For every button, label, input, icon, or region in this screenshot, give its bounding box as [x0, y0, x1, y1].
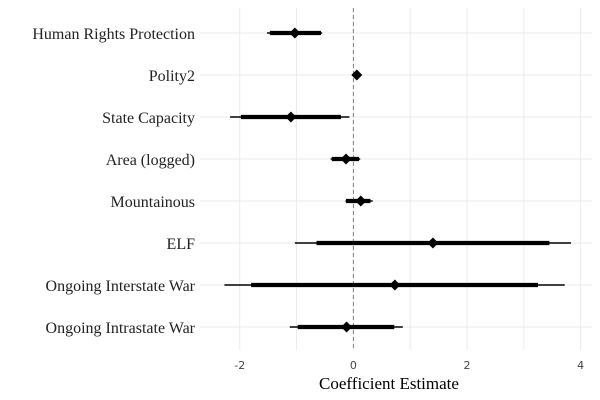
term-labels: Human Rights Protection Polity2 State Capa…: [32, 26, 195, 337]
point-estimate: [389, 279, 401, 291]
term-label: Mountainous: [111, 194, 195, 211]
x-tick-label: 4: [577, 359, 584, 372]
x-tick-label: 2: [464, 359, 471, 372]
coefficient-row: [294, 237, 571, 249]
x-tick-label: -2: [234, 359, 245, 372]
x-axis-ticks: -2 0 2 4: [234, 359, 584, 372]
term-label: Ongoing Interstate War: [46, 278, 196, 295]
term-label: Human Rights Protection: [32, 26, 195, 43]
term-label: Area (logged): [106, 152, 195, 169]
point-estimate: [355, 195, 367, 207]
x-axis-title: Coefficient Estimate: [319, 374, 459, 393]
term-label: State Capacity: [102, 110, 195, 127]
point-estimate: [285, 111, 297, 123]
x-tick-label: 0: [350, 359, 357, 372]
coefficient-row: [289, 321, 403, 333]
point-estimate: [340, 153, 352, 165]
coefficient-row: [345, 195, 373, 207]
coefficient-row: [224, 279, 565, 291]
point-estimate: [427, 237, 439, 249]
term-label: Polity2: [149, 68, 195, 85]
marks-layer: [224, 27, 571, 333]
coefficient-row: [330, 153, 361, 165]
grid-layer: [200, 8, 592, 350]
coefficient-row: [351, 69, 363, 81]
coefficient-row: [267, 27, 323, 39]
point-estimate: [289, 27, 301, 39]
term-label: Ongoing Intrastate War: [46, 320, 196, 337]
point-estimate: [341, 321, 353, 333]
coefficient-row: [230, 111, 350, 123]
term-label: ELF: [167, 236, 196, 253]
point-estimate: [351, 69, 363, 81]
